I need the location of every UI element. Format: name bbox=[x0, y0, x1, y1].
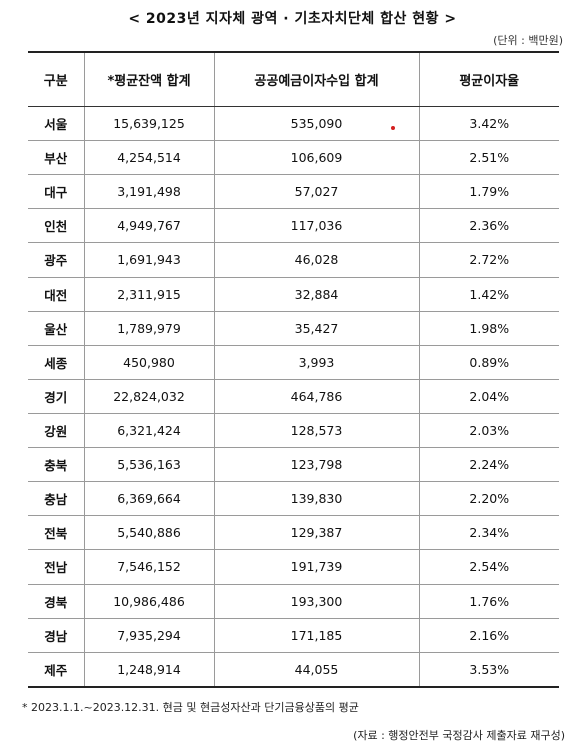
table-row: 제주 1,248,914 44,055 3.53% bbox=[28, 651, 559, 688]
header-interest-income: 공공예금이자수입 합계 bbox=[213, 51, 420, 107]
interest-cell: 464,786 bbox=[213, 378, 420, 414]
interest-cell: 44,055 bbox=[213, 651, 420, 688]
balance-cell: 450,980 bbox=[83, 344, 215, 380]
region-cell: 인천 bbox=[28, 208, 85, 244]
rate-cell: 2.20% bbox=[418, 481, 559, 517]
header-row: 구분 *평균잔액 합계 공공예금이자수입 합계 평균이자율 bbox=[28, 51, 559, 107]
unit-label: (단위 : 백만원) bbox=[493, 34, 563, 47]
rate-cell: 2.51% bbox=[418, 140, 559, 176]
region-cell: 대전 bbox=[28, 276, 85, 312]
interest-cell: 128,573 bbox=[213, 412, 420, 449]
interest-cell: 35,427 bbox=[213, 310, 420, 346]
region-cell: 세종 bbox=[28, 344, 85, 380]
header-avg-rate: 평균이자율 bbox=[418, 51, 559, 107]
table-row: 인천 4,949,767 117,036 2.36% bbox=[28, 208, 559, 244]
rate-cell: 3.53% bbox=[418, 651, 559, 688]
footnote: * 2023.1.1.~2023.12.31. 현금 및 현금성자산과 단기금융… bbox=[22, 701, 359, 714]
rate-cell: 3.42% bbox=[418, 105, 559, 142]
interest-cell: 129,387 bbox=[213, 515, 420, 551]
table-title: < 2023년 지자체 광역 · 기초자치단체 합산 현황 > bbox=[128, 11, 457, 27]
balance-cell: 1,789,979 bbox=[83, 310, 215, 346]
rate-cell: 0.89% bbox=[418, 344, 559, 380]
interest-cell: 32,884 bbox=[213, 276, 420, 312]
balance-cell: 10,986,486 bbox=[83, 583, 215, 619]
rate-cell: 2.24% bbox=[418, 447, 559, 483]
region-cell: 전남 bbox=[28, 549, 85, 585]
balance-cell: 4,949,767 bbox=[83, 208, 215, 244]
header-region: 구분 bbox=[28, 51, 85, 107]
interest-cell: 171,185 bbox=[213, 617, 420, 653]
interest-cell: 106,609 bbox=[213, 140, 420, 176]
table-row: 대구 3,191,498 57,027 1.79% bbox=[28, 174, 559, 210]
rate-cell: 2.72% bbox=[418, 242, 559, 278]
table-body: 서울 15,639,125 535,090 3.42% 부산 4,254,514 106,6… bbox=[28, 105, 559, 688]
interest-cell: 3,993 bbox=[213, 344, 420, 380]
table-row: 울산 1,789,979 35,427 1.98% bbox=[28, 310, 559, 346]
balance-cell: 6,369,664 bbox=[83, 481, 215, 517]
interest-summary-table: 구분 *평균잔액 합계 공공예금이자수입 합계 평균이자율 서울 15,639,1… bbox=[28, 51, 559, 688]
balance-cell: 22,824,032 bbox=[83, 378, 215, 414]
balance-cell: 6,321,424 bbox=[83, 412, 215, 449]
table-row: 경기 22,824,032 464,786 2.04% bbox=[28, 378, 559, 414]
table-row: 경남 7,935,294 171,185 2.16% bbox=[28, 617, 559, 653]
table-row: 충남 6,369,664 139,830 2.20% bbox=[28, 481, 559, 517]
source-note: (자료 : 행정안전부 국정감사 제출자료 재구성) bbox=[353, 729, 565, 742]
interest-cell: 46,028 bbox=[213, 242, 420, 278]
balance-cell: 5,540,886 bbox=[83, 515, 215, 551]
header-avg-balance: *평균잔액 합계 bbox=[83, 51, 215, 107]
region-cell: 부산 bbox=[28, 140, 85, 176]
balance-cell: 5,536,163 bbox=[83, 447, 215, 483]
region-cell: 광주 bbox=[28, 242, 85, 278]
table-row: 전남 7,546,152 191,739 2.54% bbox=[28, 549, 559, 585]
rate-cell: 1.42% bbox=[418, 276, 559, 312]
region-cell: 서울 bbox=[28, 105, 85, 142]
interest-cell: 57,027 bbox=[213, 174, 420, 210]
region-cell: 경남 bbox=[28, 617, 85, 653]
interest-cell: 535,090 bbox=[213, 105, 420, 142]
interest-cell: 191,739 bbox=[213, 549, 420, 585]
region-cell: 전북 bbox=[28, 515, 85, 551]
region-cell: 충남 bbox=[28, 481, 85, 517]
rate-cell: 1.98% bbox=[418, 310, 559, 346]
rate-cell: 2.34% bbox=[418, 515, 559, 551]
rate-cell: 2.16% bbox=[418, 617, 559, 653]
balance-cell: 15,639,125 bbox=[83, 105, 215, 142]
interest-cell: 193,300 bbox=[213, 583, 420, 619]
interest-cell: 139,830 bbox=[213, 481, 420, 517]
table-row: 대전 2,311,915 32,884 1.42% bbox=[28, 276, 559, 312]
region-cell: 충북 bbox=[28, 447, 85, 483]
table-row: 부산 4,254,514 106,609 2.51% bbox=[28, 140, 559, 176]
balance-cell: 3,191,498 bbox=[83, 174, 215, 210]
region-cell: 대구 bbox=[28, 174, 85, 210]
interest-cell: 123,798 bbox=[213, 447, 420, 483]
table-row: 세종 450,980 3,993 0.89% bbox=[28, 344, 559, 380]
rate-cell: 1.79% bbox=[418, 174, 559, 210]
interest-cell: 117,036 bbox=[213, 208, 420, 244]
region-cell: 경기 bbox=[28, 378, 85, 414]
balance-cell: 7,546,152 bbox=[83, 549, 215, 585]
table-row: 전북 5,540,886 129,387 2.34% bbox=[28, 515, 559, 551]
region-cell: 울산 bbox=[28, 310, 85, 346]
table-row: 광주 1,691,943 46,028 2.72% bbox=[28, 242, 559, 278]
balance-cell: 7,935,294 bbox=[83, 617, 215, 653]
table-row: 강원 6,321,424 128,573 2.03% bbox=[28, 412, 559, 449]
rate-cell: 1.76% bbox=[418, 583, 559, 619]
table-row: 서울 15,639,125 535,090 3.42% bbox=[28, 105, 559, 142]
balance-cell: 1,691,943 bbox=[83, 242, 215, 278]
region-cell: 경북 bbox=[28, 583, 85, 619]
balance-cell: 1,248,914 bbox=[83, 651, 215, 688]
rate-cell: 2.04% bbox=[418, 378, 559, 414]
rate-cell: 2.03% bbox=[418, 412, 559, 449]
table-row: 경북 10,986,486 193,300 1.76% bbox=[28, 583, 559, 619]
red-dot-mark bbox=[391, 126, 395, 130]
balance-cell: 2,311,915 bbox=[83, 276, 215, 312]
region-cell: 제주 bbox=[28, 651, 85, 688]
table-row: 충북 5,536,163 123,798 2.24% bbox=[28, 447, 559, 483]
region-cell: 강원 bbox=[28, 412, 85, 449]
rate-cell: 2.36% bbox=[418, 208, 559, 244]
balance-cell: 4,254,514 bbox=[83, 140, 215, 176]
rate-cell: 2.54% bbox=[418, 549, 559, 585]
